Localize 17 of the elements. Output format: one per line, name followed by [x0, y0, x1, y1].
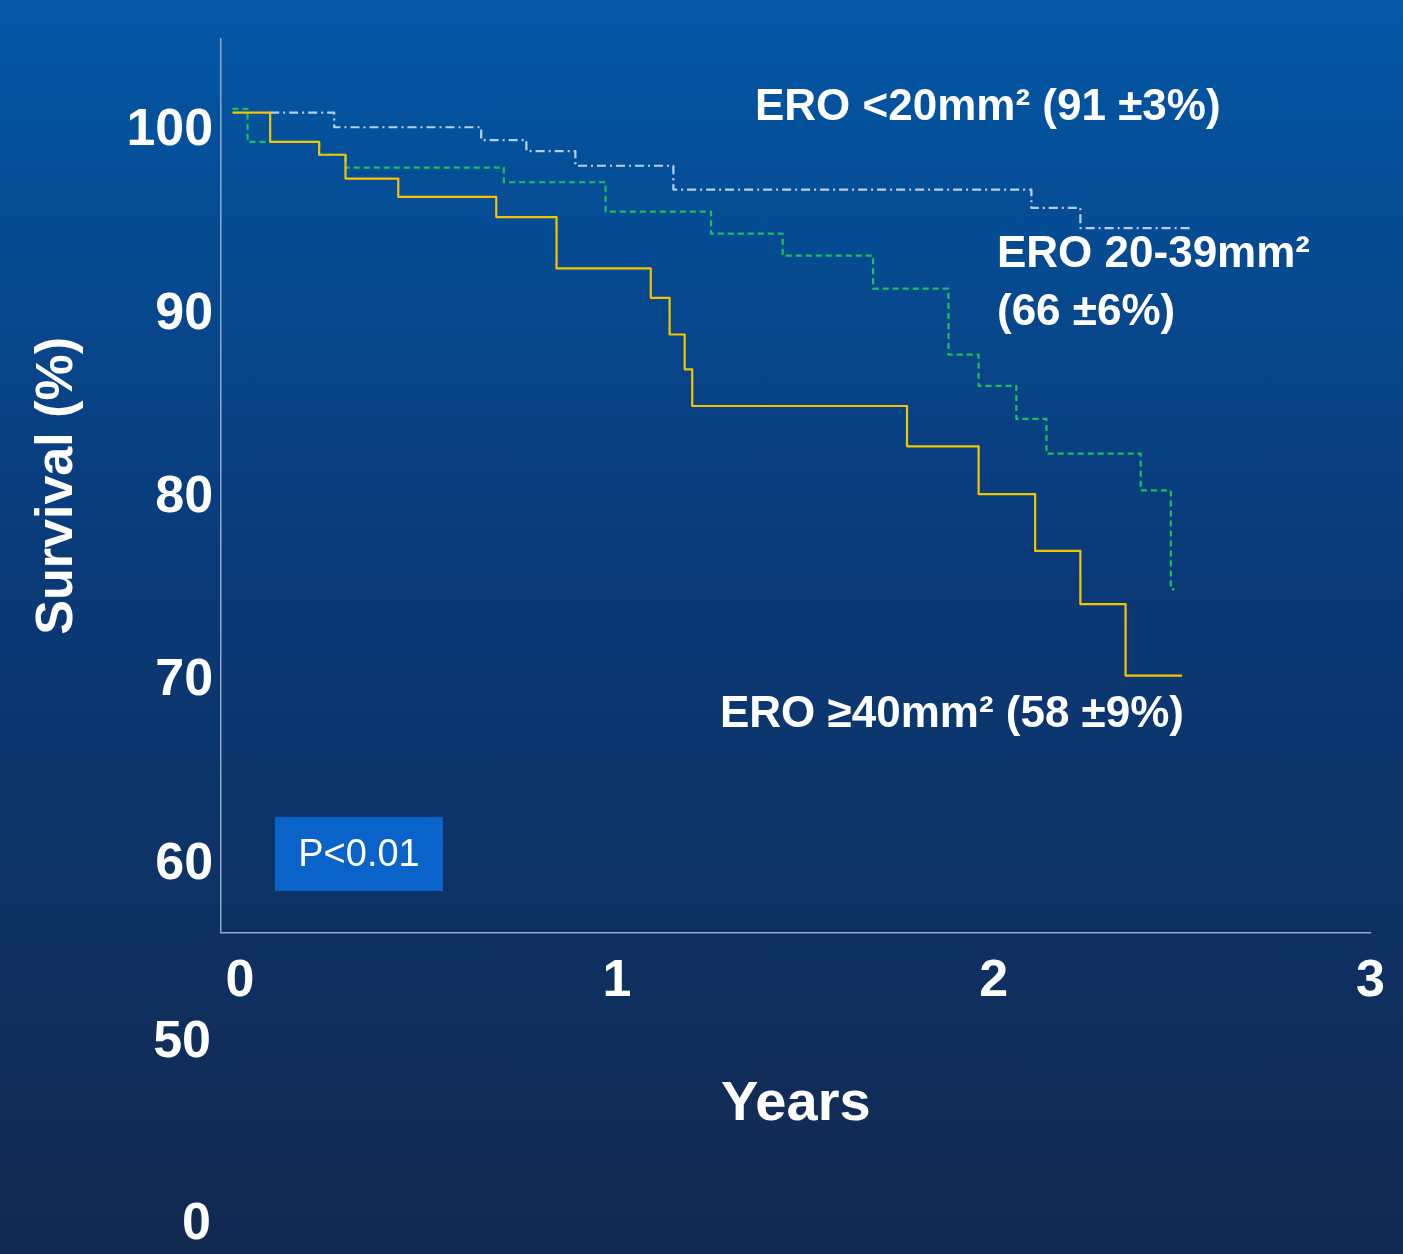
series-label: ERO 20-39mm² (66 ±6%): [997, 227, 1311, 335]
y-tick-label: 60: [155, 831, 214, 890]
series-label: ERO <20mm² (91 ±3%): [755, 80, 1221, 130]
x-tick-label: 2: [979, 948, 1009, 1007]
y-axis-title: Survival (%): [24, 336, 83, 635]
x-tick-label: 1: [602, 948, 632, 1007]
series-label: ERO ≥40mm² (58 ±9%): [720, 687, 1184, 737]
text: 50: [153, 1010, 211, 1069]
x-axis-title: Years: [721, 1068, 871, 1132]
text: 0: [182, 1192, 211, 1251]
y-tick-label: 100: [126, 98, 214, 157]
y-tick-label: 70: [155, 648, 214, 707]
y-tick-label: 80: [155, 465, 214, 524]
x-tick-label: 3: [1356, 948, 1385, 1007]
y-tick-label: 90: [155, 281, 214, 340]
x-tick-label: 0: [225, 948, 255, 1007]
annotation: P<0.01: [298, 832, 420, 875]
